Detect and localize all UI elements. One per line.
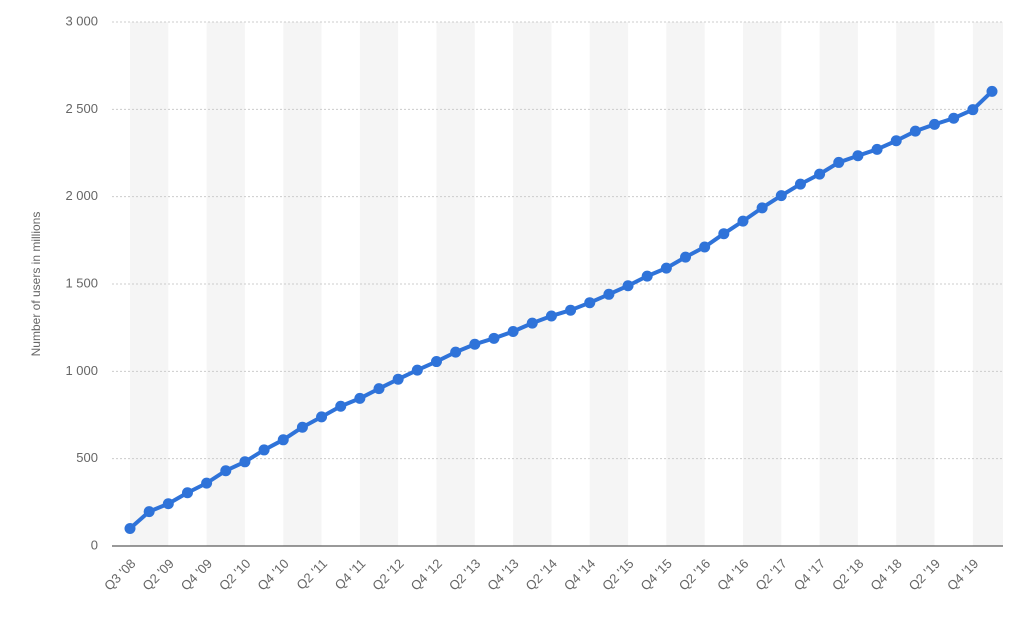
point xyxy=(277,434,289,446)
point xyxy=(143,506,155,518)
point xyxy=(909,125,921,137)
x-tick-label: Q2 '18 xyxy=(829,556,866,593)
x-tick-label: Q4 '15 xyxy=(637,556,674,593)
point xyxy=(373,383,385,395)
y-tick-label: 2 000 xyxy=(65,188,98,203)
x-tick-label: Q4 '17 xyxy=(791,556,828,593)
line xyxy=(128,89,994,531)
x-tick-label: Q2 '14 xyxy=(523,556,560,593)
x-tick-label: Q4 '19 xyxy=(944,556,981,593)
point xyxy=(814,168,826,180)
point xyxy=(316,411,328,423)
point xyxy=(622,280,634,292)
point xyxy=(718,228,730,240)
point xyxy=(833,156,845,168)
point xyxy=(680,251,692,263)
x-tick-label: Q2 '17 xyxy=(752,556,789,593)
x-tick-label: Q4 '14 xyxy=(561,556,598,593)
point xyxy=(181,487,193,499)
point xyxy=(737,215,749,227)
point xyxy=(545,310,557,322)
stripe xyxy=(359,22,399,546)
point xyxy=(201,477,213,489)
y-tick-label: 500 xyxy=(76,450,98,465)
x-tick-label: Q4 '12 xyxy=(408,556,445,593)
x-tick-label: Q3 '08 xyxy=(101,556,138,593)
point xyxy=(584,297,596,309)
point xyxy=(392,373,404,385)
x-tick-label: Q2 '15 xyxy=(599,556,636,593)
y-tick-label: 1 500 xyxy=(65,275,98,290)
y-tick-label: 2 500 xyxy=(65,101,98,116)
point xyxy=(124,523,136,535)
point xyxy=(699,241,711,253)
point xyxy=(967,104,979,116)
point xyxy=(411,364,423,376)
point xyxy=(507,326,519,338)
point xyxy=(296,421,308,433)
x-tick-label: Q4 '13 xyxy=(484,556,521,593)
x-tick-label: Q4 '11 xyxy=(332,556,369,593)
y-tick-label: 1 000 xyxy=(65,363,98,378)
point xyxy=(258,444,270,456)
point xyxy=(986,85,998,97)
point xyxy=(469,338,481,350)
point xyxy=(794,178,806,190)
point xyxy=(335,400,347,412)
point xyxy=(775,190,787,202)
x-tick-label: Q4 '16 xyxy=(714,556,751,593)
point xyxy=(660,262,672,274)
x-tick-label: Q2 '13 xyxy=(446,556,483,593)
point xyxy=(430,356,442,368)
x-tick-label: Q2 '12 xyxy=(369,556,406,593)
x-tick-label: Q2 '19 xyxy=(906,556,943,593)
y-tick-label: 3 000 xyxy=(65,13,98,28)
x-tick-label: Q2 '11 xyxy=(293,556,330,593)
point xyxy=(354,392,366,404)
point xyxy=(220,465,232,477)
point xyxy=(488,332,500,344)
point xyxy=(641,270,653,282)
x-tick-label: Q2 '16 xyxy=(676,556,713,593)
point xyxy=(526,317,538,329)
y-tick-label: 0 xyxy=(91,537,98,552)
point xyxy=(852,150,864,162)
x-tick-label: Q4 '18 xyxy=(867,556,904,593)
y-axis-title: Number of users in millions xyxy=(29,212,43,357)
point xyxy=(871,143,883,155)
x-tick-label: Q4 '09 xyxy=(178,556,215,593)
x-tick-label: Q4 '10 xyxy=(254,556,291,593)
x-tick-label: Q2 '09 xyxy=(139,556,176,593)
x-tick-label: Q2 '10 xyxy=(216,556,253,593)
point xyxy=(756,202,768,214)
point xyxy=(565,304,577,316)
point xyxy=(239,456,251,468)
point xyxy=(948,112,960,124)
point xyxy=(162,498,174,510)
point xyxy=(890,135,902,147)
point xyxy=(603,288,615,300)
point xyxy=(450,346,462,358)
point xyxy=(929,118,941,130)
